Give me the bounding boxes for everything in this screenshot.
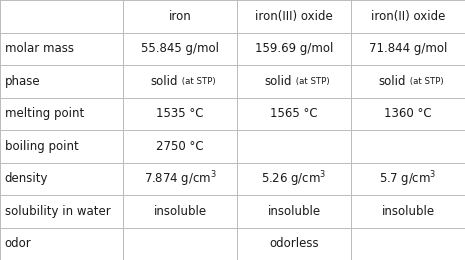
Text: 2750 °C: 2750 °C xyxy=(156,140,204,153)
Text: 5.26 g/cm$^3$: 5.26 g/cm$^3$ xyxy=(261,169,327,188)
Text: insoluble: insoluble xyxy=(153,205,207,218)
Text: solubility in water: solubility in water xyxy=(5,205,110,218)
Text: 159.69 g/mol: 159.69 g/mol xyxy=(255,42,333,55)
Text: 71.844 g/mol: 71.844 g/mol xyxy=(369,42,447,55)
Text: boiling point: boiling point xyxy=(5,140,79,153)
Text: 1535 °C: 1535 °C xyxy=(156,107,204,120)
Text: (at STP): (at STP) xyxy=(407,77,443,86)
Text: 1360 °C: 1360 °C xyxy=(384,107,432,120)
Text: 5.7 g/cm$^3$: 5.7 g/cm$^3$ xyxy=(379,169,437,188)
Text: 1565 °C: 1565 °C xyxy=(270,107,318,120)
Text: molar mass: molar mass xyxy=(5,42,73,55)
Text: insoluble: insoluble xyxy=(267,205,321,218)
Text: solid: solid xyxy=(378,75,405,88)
Text: 7.874 g/cm$^3$: 7.874 g/cm$^3$ xyxy=(144,169,217,188)
Text: solid: solid xyxy=(264,75,292,88)
Text: odorless: odorless xyxy=(269,237,319,250)
Text: insoluble: insoluble xyxy=(381,205,435,218)
Text: iron: iron xyxy=(169,10,192,23)
Text: (at STP): (at STP) xyxy=(294,77,329,86)
Text: iron(II) oxide: iron(II) oxide xyxy=(371,10,445,23)
Text: melting point: melting point xyxy=(5,107,84,120)
Text: solid: solid xyxy=(150,75,178,88)
Text: odor: odor xyxy=(5,237,32,250)
Text: density: density xyxy=(5,172,48,185)
Text: (at STP): (at STP) xyxy=(179,77,215,86)
Text: 55.845 g/mol: 55.845 g/mol xyxy=(141,42,219,55)
Text: iron(III) oxide: iron(III) oxide xyxy=(255,10,333,23)
Text: phase: phase xyxy=(5,75,40,88)
